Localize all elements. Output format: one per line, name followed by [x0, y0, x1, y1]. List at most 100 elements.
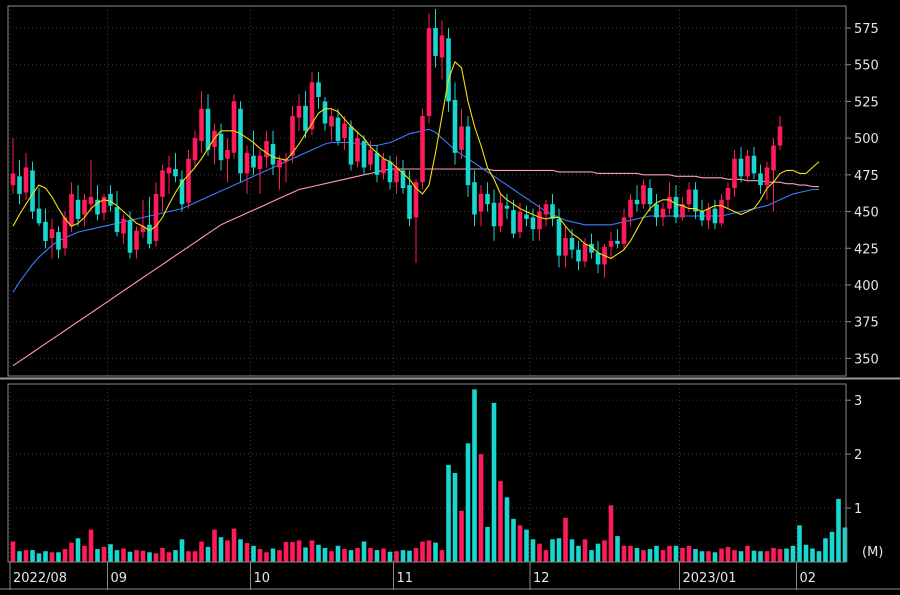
volume-bar	[147, 552, 152, 562]
volume-bar	[751, 550, 757, 562]
volume-bar	[504, 497, 510, 562]
volume-bar	[17, 551, 22, 562]
candle-body	[186, 158, 191, 203]
volume-bar	[758, 551, 763, 562]
candle-body	[108, 193, 113, 206]
volume-bar	[797, 525, 802, 562]
volume-bar	[134, 550, 139, 562]
candle-body	[751, 155, 757, 174]
candle-body	[738, 158, 744, 177]
candle-body	[153, 193, 159, 241]
volume-bar	[10, 541, 16, 562]
volume-bar	[296, 540, 302, 562]
candle-body	[290, 116, 295, 156]
candle-body	[82, 199, 87, 215]
volume-bar	[816, 551, 822, 562]
candle-body	[62, 217, 68, 249]
candle-body	[381, 158, 386, 174]
volume-bar	[121, 548, 126, 562]
volume-tick-label: 2	[854, 448, 862, 463]
volume-bar	[108, 544, 113, 562]
candle-body	[472, 182, 477, 215]
volume-bar	[829, 531, 835, 562]
volume-bar	[641, 550, 646, 562]
volume-bar	[706, 551, 711, 562]
candle-body	[699, 211, 705, 221]
candle-body	[524, 214, 529, 219]
volume-bar	[303, 547, 308, 562]
volume-bar	[322, 547, 328, 562]
candle-body	[719, 199, 724, 224]
date-tick-label: 12	[533, 571, 550, 586]
volume-bar	[602, 540, 607, 562]
volume-bar	[439, 550, 445, 562]
candle-body	[49, 229, 55, 238]
volume-bar	[621, 545, 627, 562]
candle-body	[569, 237, 575, 250]
volume-bar	[218, 537, 224, 562]
volume-bar	[530, 539, 536, 562]
candle-body	[309, 82, 315, 130]
candle-body	[504, 205, 510, 209]
volume-bar	[673, 545, 679, 562]
candle-body	[387, 161, 393, 183]
ma75-line-layer	[12, 168, 819, 367]
price-tick-label: 400	[854, 279, 879, 294]
candle-body	[491, 202, 497, 227]
price-tick-label: 575	[854, 22, 879, 37]
volume-bar	[472, 389, 477, 562]
candle-body	[647, 188, 653, 205]
candle-body	[88, 196, 94, 205]
volume-bar	[465, 443, 471, 562]
candle-body	[478, 193, 484, 212]
volume-bar	[576, 545, 581, 562]
volume-bar	[446, 464, 451, 562]
candle-body	[654, 204, 659, 218]
volume-bar	[348, 550, 354, 562]
candle-body	[556, 218, 562, 256]
volume-bar	[75, 538, 81, 562]
volume-bar	[491, 402, 497, 562]
volume-unit-label: (M)	[862, 545, 883, 560]
volume-bar	[361, 541, 367, 562]
candle-body	[160, 170, 165, 197]
volume-bar	[95, 549, 100, 562]
volume-bar	[49, 552, 55, 562]
volume-bar	[277, 550, 282, 562]
volume-bar	[556, 538, 562, 562]
candle-body	[706, 208, 711, 221]
volume-bar	[745, 545, 750, 562]
volume-bar	[400, 550, 406, 562]
candle-body	[446, 38, 451, 102]
candle-body	[621, 217, 627, 244]
candle-body	[452, 99, 458, 153]
volume-bar	[654, 545, 659, 562]
candle-body	[192, 138, 198, 161]
volume-bar	[647, 549, 653, 562]
candle-body	[563, 237, 568, 256]
ma5-line	[12, 60, 820, 260]
volume-bar	[309, 540, 315, 562]
volume-bar	[251, 545, 256, 562]
candle-body	[608, 240, 614, 247]
volume-bar	[634, 547, 640, 562]
volume-bar	[394, 551, 399, 562]
candle-body	[498, 202, 503, 227]
candle-body	[725, 188, 731, 200]
volume-bar	[387, 551, 393, 562]
volume-tick-label: 3	[854, 394, 862, 409]
candle-body	[745, 155, 750, 177]
candle-body	[465, 126, 471, 186]
volume-grid	[8, 384, 846, 562]
price-tick-label: 500	[854, 132, 879, 147]
candle-body	[277, 160, 282, 168]
price-tick-label: 350	[854, 352, 879, 367]
volume-bar	[693, 549, 698, 562]
price-tick-label: 450	[854, 206, 879, 221]
volume-bar	[608, 505, 614, 562]
candle-body	[355, 138, 360, 162]
candle-body	[257, 155, 263, 169]
volume-bar	[43, 551, 48, 562]
volume-bar	[355, 547, 360, 562]
candle-body	[433, 28, 438, 56]
